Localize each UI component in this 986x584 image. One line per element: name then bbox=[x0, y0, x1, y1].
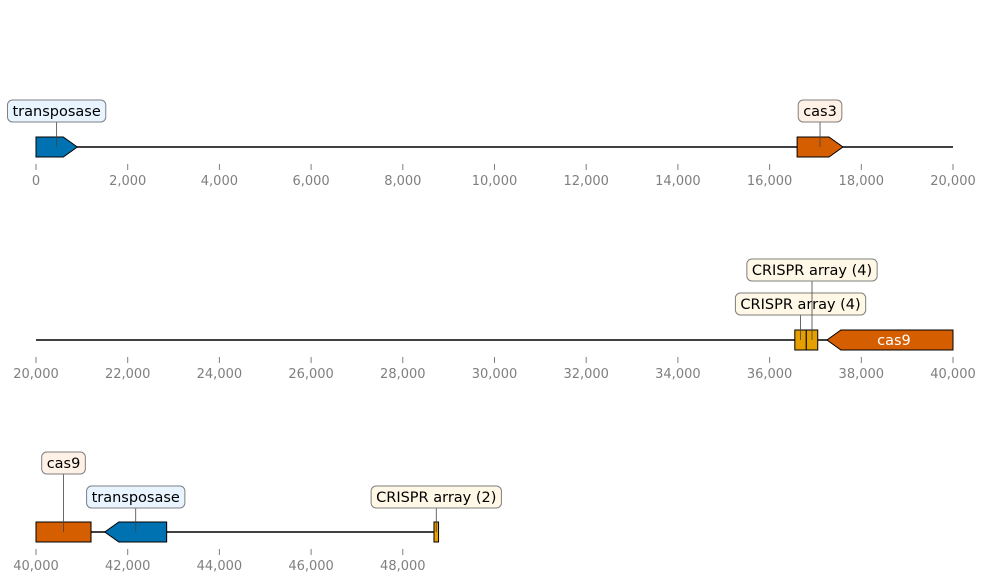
transposase-1-label-box bbox=[6, 99, 107, 123]
tick-label: 42,000 bbox=[105, 559, 151, 574]
track-1: 0 2,000 4,000 6,000 8,000 10,000 12,000 14,000 1… bbox=[6, 99, 976, 189]
transposase-2-label-box bbox=[86, 485, 186, 509]
tick-label: 18,000 bbox=[839, 174, 885, 189]
tick-label: 10,000 bbox=[472, 174, 518, 189]
tick-label: 40,000 bbox=[930, 367, 976, 382]
track-2: 20,000 22,000 24,000 26,000 28,000 30,000 32,0… bbox=[13, 258, 976, 382]
tick-label: 8,000 bbox=[384, 174, 421, 189]
tick-label: 4,000 bbox=[201, 174, 238, 189]
cas3-label: cas3 bbox=[803, 104, 837, 120]
crispr-array-c-label: CRISPR array (2) bbox=[376, 490, 496, 506]
crispr-array-c-label-box bbox=[370, 485, 502, 509]
tick-label: 48,000 bbox=[380, 559, 426, 574]
cas9-2-label-box bbox=[41, 451, 86, 475]
tick-label: 2,000 bbox=[109, 174, 146, 189]
tick-label: 12,000 bbox=[563, 174, 609, 189]
tick-label: 14,000 bbox=[655, 174, 701, 189]
tick-label: 22,000 bbox=[105, 367, 151, 382]
tick-label: 32,000 bbox=[563, 367, 609, 382]
crispr-array-a-label: CRISPR array (4) bbox=[740, 297, 860, 313]
tick-label: 46,000 bbox=[288, 559, 334, 574]
tick-label: 44,000 bbox=[197, 559, 243, 574]
tick-label: 6,000 bbox=[292, 174, 329, 189]
transposase-1-label: transposase bbox=[12, 104, 100, 120]
tick-label: 30,000 bbox=[472, 367, 518, 382]
tick-label: 16,000 bbox=[747, 174, 793, 189]
track-3: 40,000 42,000 44,000 46,000 48,000 cas9 transp… bbox=[13, 451, 502, 574]
crispr-array-a-label-box bbox=[734, 292, 867, 316]
cas9-1-label: cas9 bbox=[877, 333, 911, 349]
tick-label: 20,000 bbox=[13, 367, 59, 382]
cas3-label-box bbox=[797, 99, 843, 123]
tick-label: 38,000 bbox=[839, 367, 885, 382]
crispr-array-b-label-box bbox=[746, 258, 878, 282]
tick-label: 36,000 bbox=[747, 367, 793, 382]
tick-label: 24,000 bbox=[197, 367, 243, 382]
tick-label: 0 bbox=[32, 174, 40, 189]
tick-label: 34,000 bbox=[655, 367, 701, 382]
cas9-2-label: cas9 bbox=[47, 456, 81, 472]
tick-label: 28,000 bbox=[380, 367, 426, 382]
tick-label: 40,000 bbox=[13, 559, 59, 574]
crispr-array-b-label: CRISPR array (4) bbox=[752, 263, 872, 279]
cas9-1-feature bbox=[826, 329, 954, 351]
transposase-2-label: transposase bbox=[92, 490, 180, 506]
tick-label: 20,000 bbox=[930, 174, 976, 189]
tick-label: 26,000 bbox=[288, 367, 334, 382]
